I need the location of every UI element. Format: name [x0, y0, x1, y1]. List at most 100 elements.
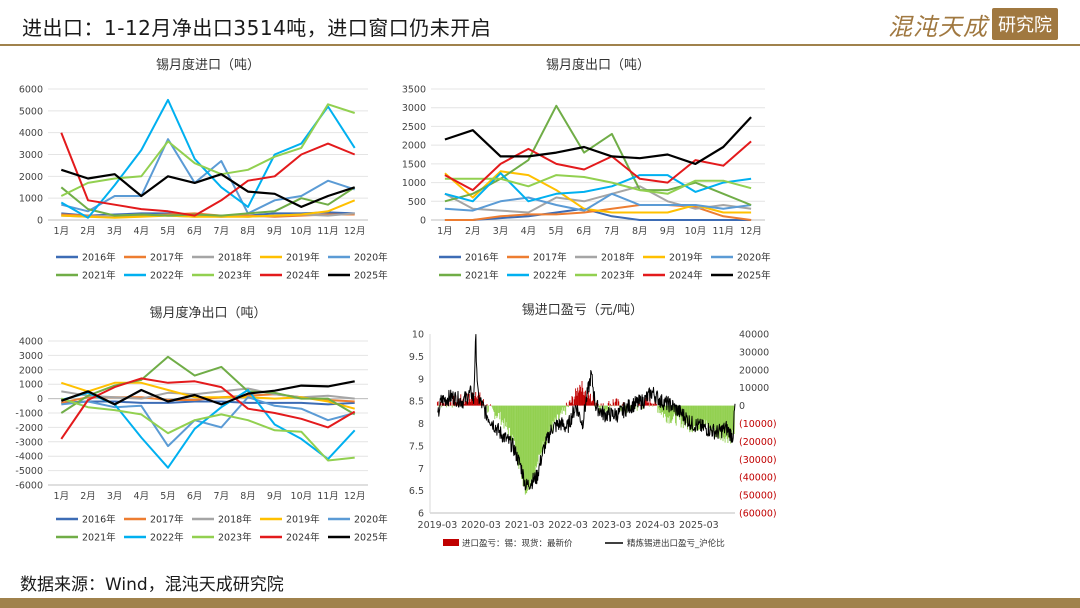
x-tick-label: 2022-03: [548, 520, 588, 531]
x-tick-label: 6月: [576, 226, 592, 237]
y-tick-label: 0: [37, 216, 43, 227]
legend-label: 2017年: [533, 252, 567, 264]
legend-label: 2020年: [354, 514, 388, 526]
x-tick-label: 9月: [267, 226, 283, 237]
x-tick-label: 7月: [604, 226, 620, 237]
x-tick-label: 3月: [107, 226, 123, 237]
legend-label: 2016年: [82, 252, 116, 264]
y-tick-label: 2000: [19, 365, 43, 376]
y-tick-label: 5000: [19, 106, 43, 117]
legend-label: 2022年: [150, 532, 184, 544]
x-tick-label: 11月: [317, 226, 339, 237]
left-y-tick-label: 7: [418, 464, 424, 475]
left-y-tick-label: 9.5: [409, 352, 424, 363]
legend-label: 进口盈亏：锡：现货：最新价: [462, 538, 573, 549]
y-tick-label: 1500: [402, 159, 426, 170]
series-line: [60, 377, 356, 440]
legend-label: 2018年: [218, 252, 252, 264]
x-tick-label: 1月: [54, 226, 70, 237]
right-y-tick-label: (50000): [739, 491, 777, 502]
right-y-tick-label: 0: [739, 401, 745, 412]
ratio-line: [437, 334, 736, 491]
legend-label: 2023年: [601, 270, 635, 282]
y-tick-label: 3000: [19, 351, 43, 362]
legend-label: 2019年: [286, 252, 320, 264]
x-tick-label: 7月: [214, 226, 230, 237]
x-tick-label: 11月: [317, 491, 339, 502]
x-tick-label: 2月: [465, 226, 481, 237]
legend-label: 2023年: [218, 532, 252, 544]
legend-label: 2024年: [669, 270, 703, 282]
left-y-tick-label: 7.5: [409, 441, 424, 452]
legend-label: 2020年: [737, 252, 771, 264]
right-y-tick-label: 10000: [739, 383, 769, 394]
series-line: [60, 186, 356, 217]
legend-label: 2021年: [82, 532, 116, 544]
legend-label: 2022年: [533, 270, 567, 282]
x-tick-label: 6月: [187, 491, 203, 502]
series-line: [61, 199, 356, 219]
x-tick-label: 10月: [291, 226, 313, 237]
series-line: [60, 132, 356, 217]
y-tick-label: 4000: [19, 337, 43, 348]
header-bar: 进出口：1-12月净出口3514吨，进口窗口仍未开启 混沌天成 研究院: [0, 0, 1080, 50]
chart-title: 锡月度净出口（吨）: [149, 305, 266, 321]
x-tick-label: 7月: [214, 491, 230, 502]
legend-label: 2017年: [150, 514, 184, 526]
x-tick-label: 3月: [493, 226, 509, 237]
series-line: [444, 207, 752, 221]
chart-svg-imports: 锡月度进口（吨） 0 1000 2000 3000 4000 5000 6000 1月 2月 3月 4…: [19, 57, 388, 282]
series-line: [444, 174, 752, 195]
right-y-tick-label: (40000): [739, 473, 777, 484]
x-tick-label: 6月: [187, 226, 203, 237]
x-tick-label: 12月: [344, 491, 366, 502]
brand-logo: 混沌天成 研究院: [888, 6, 1058, 42]
logo-badge: 研究院: [992, 8, 1058, 40]
legend-label: 2021年: [82, 270, 116, 282]
chart-tin-monthly-net-exports: 锡月度净出口（吨） -6000 -5000 -4000 -3000 -2000 -1000 0…: [12, 300, 392, 555]
y-tick-label: 500: [408, 197, 426, 208]
legend-label: 2025年: [354, 532, 388, 544]
legend-label: 2021年: [465, 270, 499, 282]
left-y-tick-label: 6: [418, 509, 424, 520]
right-y-tick-label: 40000: [739, 330, 769, 341]
left-y-tick-label: 9: [418, 374, 424, 385]
x-tick-label: 10月: [685, 226, 707, 237]
y-tick-label: 3500: [402, 85, 426, 96]
y-tick-label: 2000: [19, 172, 43, 183]
legend-label: 2024年: [286, 532, 320, 544]
x-tick-label: 5月: [548, 226, 564, 237]
footer-bar: [0, 598, 1080, 608]
x-tick-label: 8月: [240, 491, 256, 502]
left-y-tick-label: 6.5: [409, 486, 424, 497]
series-line: [444, 116, 752, 166]
logo-wordmark: 混沌天成: [888, 12, 988, 41]
left-y-tick-label: 8.5: [409, 397, 424, 408]
chart-svg-exports: 锡月度出口（吨） 0 500 1000 1500 2000 2500 3000 3500 1月 2月…: [402, 57, 771, 282]
legend-label: 2016年: [465, 252, 499, 264]
legend-label: 2016年: [82, 514, 116, 526]
y-tick-label: 3000: [402, 103, 426, 114]
chart-svg-import-profit: 锡进口盈亏（元/吨） 6 6.5 7 7.5 8 8.5 9 9.5 10 40000 30000 20…: [409, 303, 777, 549]
x-tick-label: 2019-03: [418, 520, 458, 531]
x-tick-label: 8月: [632, 226, 648, 237]
legend-label: 2017年: [150, 252, 184, 264]
y-tick-label: 1000: [19, 380, 43, 391]
series-line: [60, 98, 356, 219]
y-tick-label: 1000: [402, 178, 426, 189]
chart-tin-import-profit: 锡进口盈亏（元/吨） 6 6.5 7 7.5 8 8.5 9 9.5 10 40000 30000 20…: [395, 300, 785, 555]
header-divider: [0, 44, 1080, 46]
left-y-tick-label: 8: [418, 419, 424, 430]
y-tick-label: 0: [37, 394, 43, 405]
right-y-tick-label: (30000): [739, 455, 777, 466]
chart-title: 锡月度进口（吨）: [156, 57, 260, 73]
right-y-tick-label: (10000): [739, 419, 777, 430]
y-tick-label: 3000: [19, 150, 43, 161]
y-tick-label: 4000: [19, 128, 43, 139]
x-tick-label: 2024-03: [635, 520, 675, 531]
y-tick-label: -2000: [15, 423, 43, 434]
x-tick-label: 5月: [160, 226, 176, 237]
y-tick-label: 1000: [19, 194, 43, 205]
series-line: [60, 168, 356, 208]
legend-label: 2019年: [286, 514, 320, 526]
